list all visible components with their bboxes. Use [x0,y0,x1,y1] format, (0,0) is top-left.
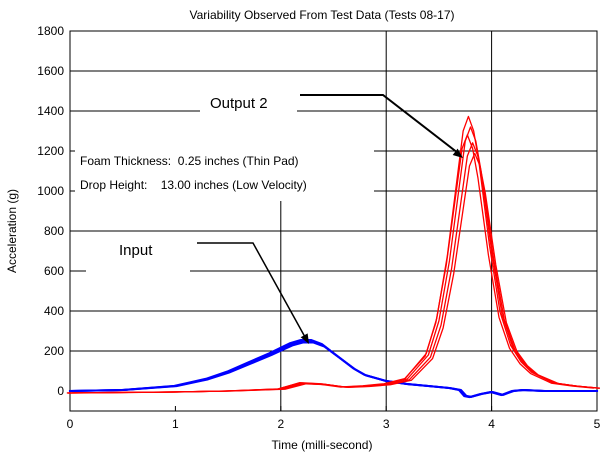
y-tick-label-1600: 1600 [37,64,64,78]
y-axis-label: Acceleration (g) [5,189,19,273]
drop-height-annotation: Drop Height: 13.00 inches (Low Velocity) [80,178,307,192]
input-series-line-2 [68,339,596,399]
x-tick-label-1: 1 [172,417,179,431]
y-tick-label-0: 0 [57,384,64,398]
y-tick-label-1800: 1800 [37,24,64,38]
y-tick-label-600: 600 [44,264,64,278]
y-tick-label-1000: 1000 [37,184,64,198]
x-tick-label-0: 0 [67,417,74,431]
y-tick-label-1200: 1200 [37,144,64,158]
x-tick-label-4: 4 [488,417,495,431]
input-arrowhead [300,333,309,344]
input-label: Input [119,242,153,259]
series-layer [66,115,600,399]
y-tick-label-1400: 1400 [37,104,64,118]
output-series-line-4 [66,134,594,394]
y-tick-label-200: 200 [44,344,64,358]
output-2-arrowhead [452,148,463,158]
plot-frame [69,30,598,412]
input-leader-line [197,242,306,338]
x-axis-label: Time (milli-second) [272,438,373,452]
x-tick-label-5: 5 [594,417,600,431]
annotations: Foam Thickness: 0.25 inches (Thin Pad) D… [80,94,463,344]
plot-area: 0 200 400 600 800 1000 1200 1400 1600 1800 0 1 2 3 4 5 [37,24,600,431]
chart-title: Variability Observed From Test Data (Tes… [190,8,455,22]
foam-thickness-annotation: Foam Thickness: 0.25 inches (Thin Pad) [80,154,299,168]
output-2-label: Output 2 [210,95,268,112]
axis-labels: Time (milli-second) Acceleration (g) [5,189,372,452]
x-tick-label-2: 2 [277,417,284,431]
y-tick-label-400: 400 [44,304,64,318]
output-2-leader-line [300,94,459,154]
y-tick-label-800: 800 [44,224,64,238]
x-tick-label-3: 3 [383,417,390,431]
